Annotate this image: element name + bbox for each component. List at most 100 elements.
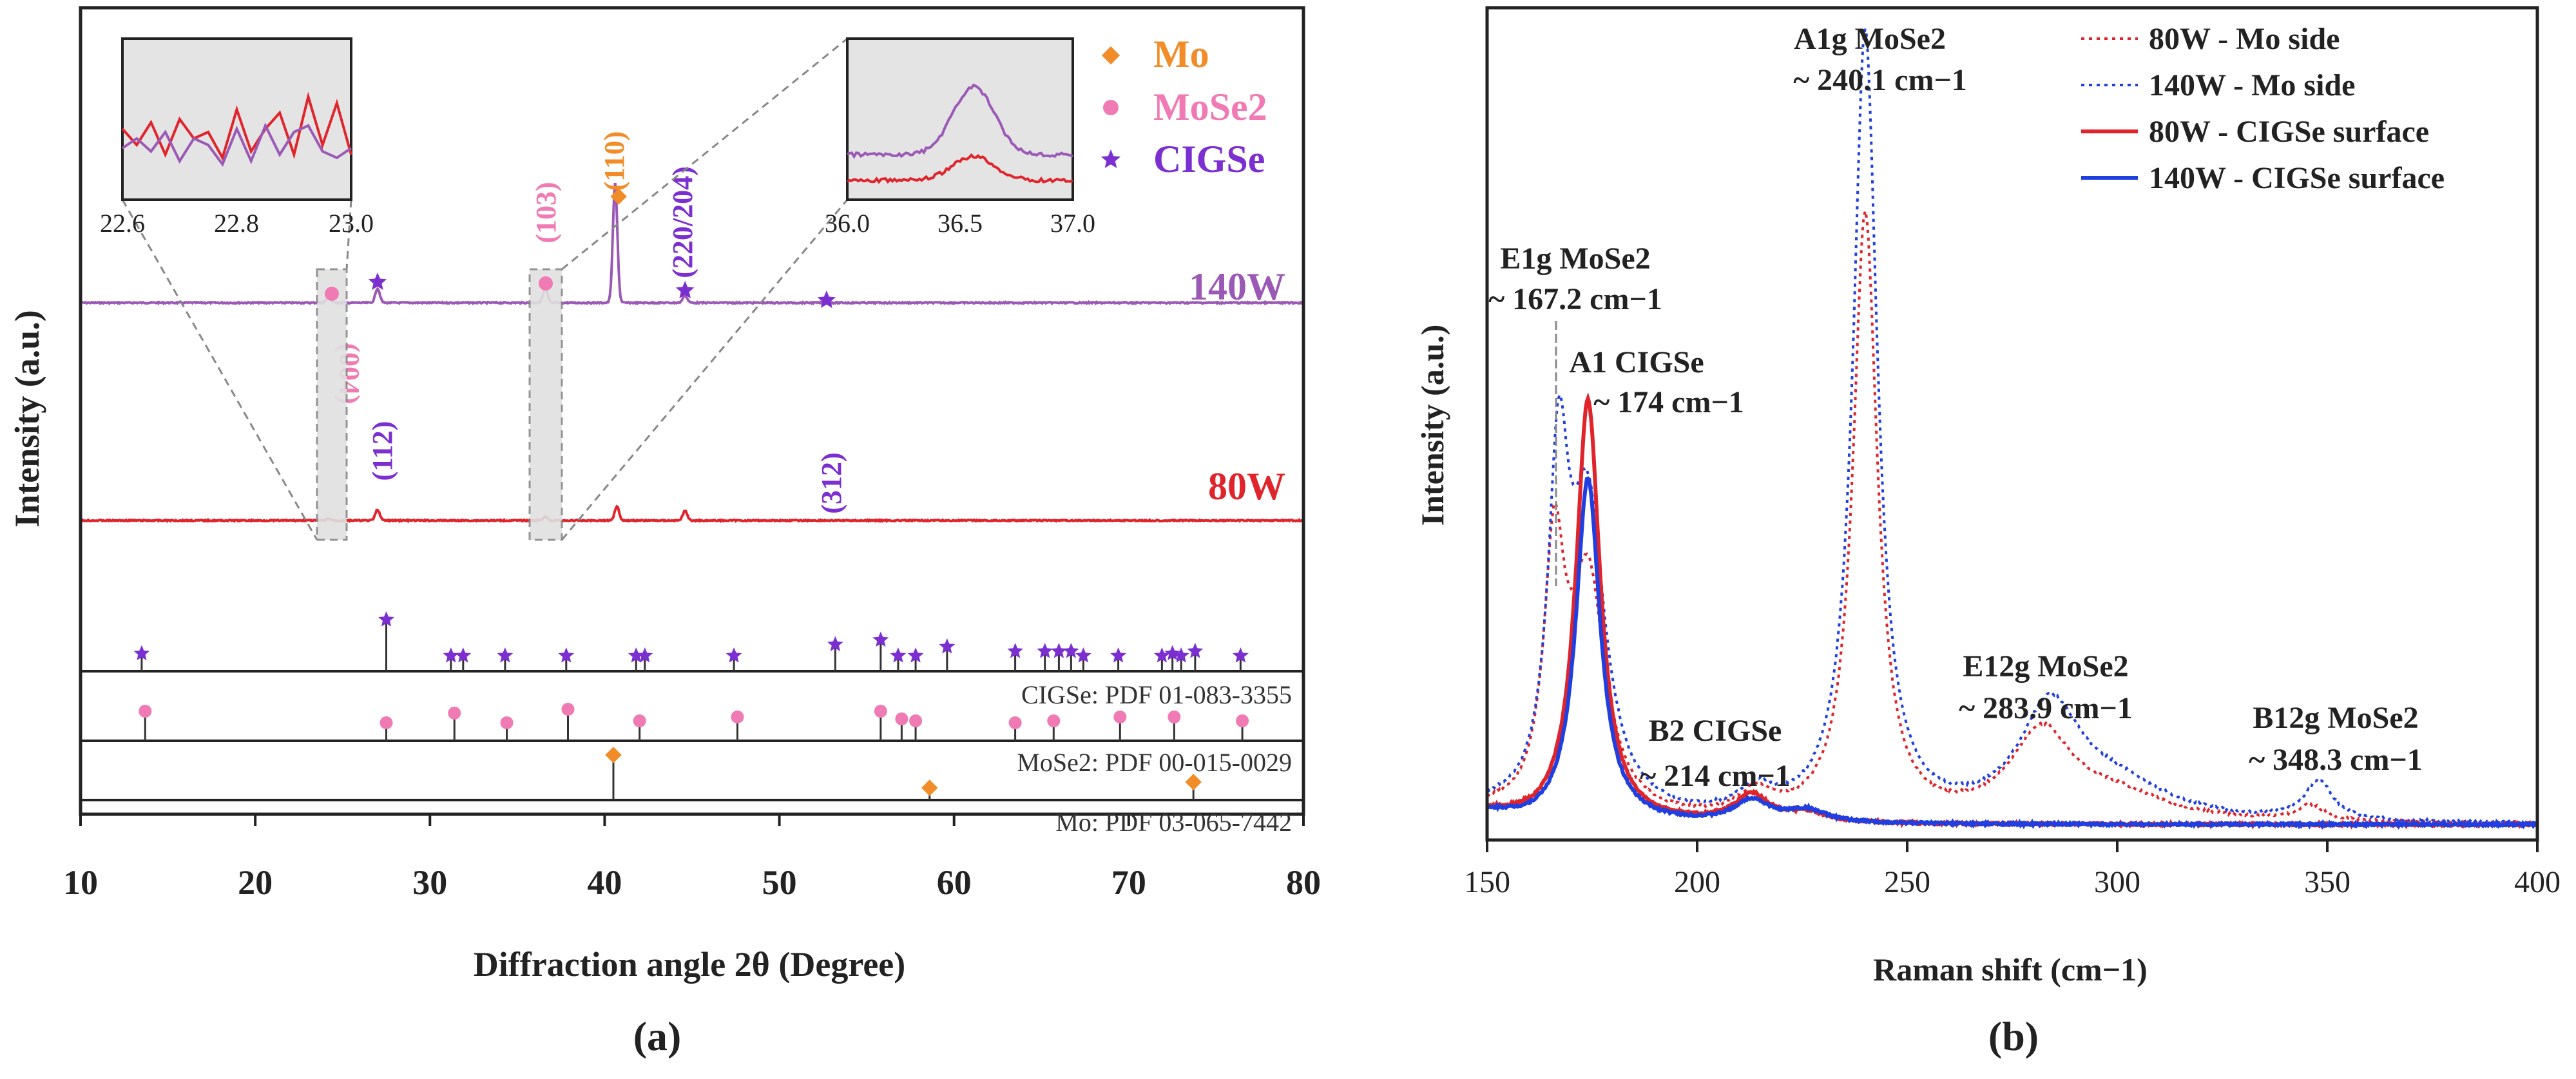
ref-star-3 bbox=[455, 647, 472, 663]
annot-b2g-name: B12g MoSe2 bbox=[2253, 701, 2418, 735]
inset-2-line-red bbox=[847, 153, 1073, 184]
raman-y-axis-label: Intensity (a.u.) bbox=[1414, 325, 1450, 526]
inset-2-lines bbox=[847, 83, 1073, 184]
hkl-110: (110) bbox=[599, 131, 630, 191]
raman-tick-label-4: 350 bbox=[2304, 865, 2350, 899]
ref-star-13 bbox=[939, 638, 956, 654]
ref-star-18 bbox=[1075, 647, 1091, 663]
ref-star-17 bbox=[1063, 643, 1079, 658]
legend-mose2-marker bbox=[1103, 100, 1119, 115]
ref-star-7 bbox=[637, 647, 653, 663]
legend-cigse-label: CIGSe bbox=[1153, 138, 1265, 180]
ref-circle-10 bbox=[1008, 716, 1022, 729]
marker-mo-110 bbox=[610, 188, 627, 205]
annot-b2g-value: ~ 348.3 cm−1 bbox=[2249, 743, 2423, 777]
series-label-80w: 80W bbox=[1208, 465, 1285, 508]
panel-label-b: (b) bbox=[1988, 1013, 2039, 1059]
xrd-y-axis-label: Intensity (a.u.) bbox=[8, 310, 46, 528]
ref-star-16 bbox=[1051, 643, 1067, 658]
raman-tick-label-0: 150 bbox=[1464, 865, 1510, 899]
ref-star-4 bbox=[497, 647, 514, 663]
ref-star-24 bbox=[1233, 647, 1249, 663]
ref-circle-0 bbox=[139, 705, 152, 718]
legend-mo-label: Mo bbox=[1153, 33, 1209, 75]
raman-legend-label-3: 140W - CIGSe surface bbox=[2149, 161, 2445, 195]
ref-diamond-0 bbox=[605, 747, 622, 763]
inset-1: 22.6 22.8 23.0 bbox=[100, 37, 374, 238]
ref-label-mose2: MoSe2: PDF 00-015-0029 bbox=[1017, 748, 1292, 777]
raman-legend-label-1: 140W - Mo side bbox=[2149, 68, 2355, 102]
legend-mose2-label-text: MoSe2 bbox=[1153, 86, 1267, 128]
ref-label-mo: Mo: PDF 03-065-7442 bbox=[1055, 808, 1292, 837]
raman-legend-label-0: 80W - Mo side bbox=[2149, 22, 2340, 56]
inset-1-tick-0: 22.6 bbox=[100, 209, 145, 238]
raman-tick-label-2: 250 bbox=[1884, 865, 1930, 899]
inset-1-background bbox=[121, 37, 352, 201]
annot-e1g-value: ~ 167.2 cm−1 bbox=[1488, 282, 1662, 316]
zoom-line-2b bbox=[561, 37, 848, 271]
raman-panel: 150 200 250 300 350 400 Raman shift (cm−1) In… bbox=[1414, 6, 2561, 1059]
xrd-panel: 10 20 30 40 50 60 70 80 CIGSe: PDF 01-083-3355 … bbox=[8, 6, 1321, 1059]
marker-mose2-004 bbox=[325, 287, 339, 301]
raman-legend: 80W - Mo side 140W - Mo side 80W - CIGSe s… bbox=[2081, 22, 2445, 195]
ref-circle-7 bbox=[874, 705, 887, 718]
ref-circle-8 bbox=[895, 712, 908, 725]
zoom-line-1a bbox=[121, 199, 318, 540]
annot-a1-value: ~ 174 cm−1 bbox=[1593, 385, 1744, 419]
ref-circle-3 bbox=[500, 716, 514, 729]
xrd-x-axis: 10 20 30 40 50 60 70 80 bbox=[63, 814, 1321, 902]
raman-legend-label-2: 80W - CIGSe surface bbox=[2149, 115, 2429, 149]
ref-star-12 bbox=[907, 647, 924, 663]
raman-x-axis: 150 200 250 300 350 400 bbox=[1464, 841, 2561, 899]
xrd-peak-markers bbox=[368, 188, 836, 309]
xrd-frame bbox=[79, 6, 1305, 816]
xrd-pattern-80W bbox=[80, 504, 1304, 524]
ref-star-8 bbox=[726, 647, 742, 663]
xrd-x-axis-label: Diffraction angle 2θ (Degree) bbox=[474, 945, 905, 984]
ref-circle-6 bbox=[731, 711, 744, 723]
annot-e2g-name: E12g MoSe2 bbox=[1963, 649, 2128, 683]
raman-series-3 bbox=[1486, 476, 2539, 830]
zoom-line-1b bbox=[345, 199, 352, 270]
zoom-line-2a bbox=[561, 199, 849, 540]
marker-cigse-0 bbox=[368, 272, 387, 291]
xrd-legend: Mo MoSe2 CIGSe bbox=[1101, 33, 1267, 180]
marker-cigse-2 bbox=[817, 291, 836, 309]
inset-1-lines bbox=[121, 91, 352, 167]
raman-plot-area bbox=[1485, 28, 2539, 830]
highlight-box-004 bbox=[316, 268, 348, 541]
ref-circle-14 bbox=[1236, 714, 1249, 727]
annot-a1g-name: A1g MoSe2 bbox=[1794, 22, 1946, 56]
ref-star-10 bbox=[872, 631, 889, 647]
marker-mose2-103 bbox=[539, 276, 553, 291]
legend-mo-marker bbox=[1101, 46, 1120, 65]
annot-a1-name: A1 CIGSe bbox=[1569, 345, 1704, 379]
inset-1-tick-1: 22.8 bbox=[214, 209, 259, 238]
ref-diamond-1 bbox=[921, 779, 938, 796]
raman-tick-label-1: 200 bbox=[1674, 865, 1720, 899]
ref-circle-2 bbox=[448, 707, 461, 720]
xrd-tick-label-4: 50 bbox=[762, 863, 797, 902]
xrd-plot-area bbox=[80, 183, 1305, 524]
ref-star-2 bbox=[443, 647, 459, 663]
annot-b2-name: B2 CIGSe bbox=[1649, 714, 1782, 748]
xrd-pattern-140W bbox=[80, 183, 1305, 306]
ref-star-21 bbox=[1164, 645, 1180, 660]
ref-star-22 bbox=[1173, 647, 1189, 663]
annot-e1g-name: E1g MoSe2 bbox=[1500, 242, 1650, 276]
annot-b2-value: ~ 214 cm−1 bbox=[1640, 759, 1791, 793]
ref-star-5 bbox=[558, 647, 575, 663]
hkl-312: (312) bbox=[816, 452, 847, 513]
raman-series-1 bbox=[1486, 28, 2538, 826]
ref-star-20 bbox=[1154, 647, 1170, 663]
inset-2-tick-2: 37.0 bbox=[1050, 209, 1095, 238]
inset-2-line-purple bbox=[847, 83, 1073, 159]
annot-e2g-value: ~ 283.9 cm−1 bbox=[1959, 691, 2133, 725]
legend-mose2-label: MoSe2 bbox=[1153, 86, 1267, 128]
xrd-tick-label-2: 30 bbox=[412, 863, 447, 902]
highlight-box-103 bbox=[528, 268, 563, 541]
xrd-tick-label-1: 20 bbox=[238, 863, 273, 902]
inset-1-line-red bbox=[121, 91, 352, 162]
xrd-tick-label-5: 60 bbox=[937, 863, 972, 902]
